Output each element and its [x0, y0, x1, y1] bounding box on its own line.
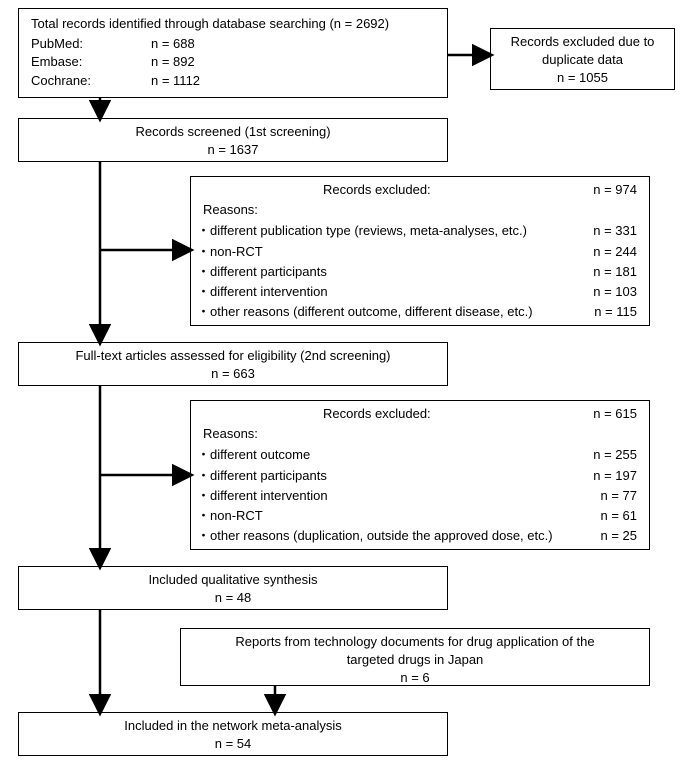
box-fulltext: Full-text articles assessed for eligibil…: [18, 342, 448, 386]
box-duplicates: Records excluded due to duplicate data n…: [490, 28, 675, 90]
identified-row-value: n = 688: [151, 35, 435, 53]
identified-row: PubMed:n = 688: [19, 35, 447, 53]
flowchart-canvas: Total records identified through databas…: [0, 0, 685, 765]
identified-row-label: PubMed:: [31, 35, 151, 53]
identified-row: Cochrane:n = 1112: [19, 72, 447, 90]
japan-line2: targeted drugs in Japan: [181, 651, 649, 669]
japan-line1: Reports from technology documents for dr…: [181, 629, 649, 651]
excluded1-reason-label: different intervention: [209, 283, 328, 301]
excluded2-reason-value: n = 25: [600, 527, 637, 545]
excluded1-reason-value: n = 181: [593, 263, 637, 281]
excluded2-reason-value: n = 77: [600, 487, 637, 505]
excluded1-reasons-label: Reasons:: [191, 199, 649, 221]
excluded1-reason-value: n = 115: [594, 303, 637, 321]
nma-line2: n = 54: [19, 735, 447, 757]
identified-row: Embase:n = 892: [19, 53, 447, 71]
identified-row-value: n = 1112: [151, 72, 435, 90]
excluded2-title-label: Records excluded:: [203, 405, 431, 423]
screened1-line2: n = 1637: [19, 141, 447, 163]
excluded2-reason-value: n = 197: [593, 467, 637, 485]
excluded2-reason-row: non-RCT n = 61: [191, 506, 649, 526]
excluded1-reason-label: different participants: [209, 263, 327, 281]
excluded2-reason-label: different outcome: [209, 446, 310, 464]
excluded2-reason-label: non-RCT: [209, 507, 263, 525]
excluded2-title-value: n = 615: [593, 405, 637, 423]
excluded1-reason-value: n = 103: [593, 283, 637, 301]
excluded2-reason-row: different participants n = 197: [191, 466, 649, 486]
excluded1-reason-row: different participants n = 181: [191, 262, 649, 282]
identified-row-label: Embase:: [31, 53, 151, 71]
excluded1-title-label: Records excluded:: [203, 181, 431, 199]
excluded2-reason-row: other reasons (duplication, outside the …: [191, 526, 649, 546]
identified-row-value: n = 892: [151, 53, 435, 71]
fulltext-line1: Full-text articles assessed for eligibil…: [19, 343, 447, 365]
excluded1-reason-label: different publication type (reviews, met…: [209, 222, 527, 240]
duplicates-line1: Records excluded due to: [491, 29, 674, 51]
box-excluded1: Records excluded: n = 974 Reasons: diffe…: [190, 176, 650, 326]
excluded2-reason-label: different intervention: [209, 487, 328, 505]
identified-title: Total records identified through databas…: [19, 9, 447, 35]
fulltext-line2: n = 663: [19, 365, 447, 387]
qualitative-line2: n = 48: [19, 589, 447, 611]
excluded1-reason-row: different intervention n = 103: [191, 282, 649, 302]
nma-line1: Included in the network meta-analysis: [19, 713, 447, 735]
excluded2-reason-row: different intervention n = 77: [191, 486, 649, 506]
duplicates-line2: duplicate data: [491, 51, 674, 69]
box-nma: Included in the network meta-analysis n …: [18, 712, 448, 756]
excluded2-reason-value: n = 61: [600, 507, 637, 525]
excluded1-reason-value: n = 244: [593, 243, 637, 261]
screened1-line1: Records screened (1st screening): [19, 119, 447, 141]
excluded1-title-value: n = 974: [593, 181, 637, 199]
excluded2-reason-value: n = 255: [593, 446, 637, 464]
box-identified: Total records identified through databas…: [18, 8, 448, 98]
identified-row-label: Cochrane:: [31, 72, 151, 90]
excluded2-reason-label: other reasons (duplication, outside the …: [209, 527, 553, 545]
excluded2-reason-label: different participants: [209, 467, 327, 485]
box-japan: Reports from technology documents for dr…: [180, 628, 650, 686]
duplicates-line3: n = 1055: [491, 69, 674, 91]
box-qualitative: Included qualitative synthesis n = 48: [18, 566, 448, 610]
qualitative-line1: Included qualitative synthesis: [19, 567, 447, 589]
excluded1-reason-label: non-RCT: [209, 243, 263, 261]
excluded1-reason-row: non-RCT n = 244: [191, 242, 649, 262]
excluded1-reason-value: n = 331: [593, 222, 637, 240]
box-excluded2: Records excluded: n = 615 Reasons: diffe…: [190, 400, 650, 550]
excluded2-reasons-label: Reasons:: [191, 423, 649, 445]
excluded1-reason-label: other reasons (different outcome, differ…: [209, 303, 533, 321]
japan-line3: n = 6: [181, 669, 649, 691]
excluded1-reason-row: other reasons (different outcome, differ…: [191, 302, 649, 322]
box-screened1: Records screened (1st screening) n = 163…: [18, 118, 448, 162]
excluded2-reason-row: different outcome n = 255: [191, 445, 649, 465]
excluded1-reason-row: different publication type (reviews, met…: [191, 221, 649, 241]
